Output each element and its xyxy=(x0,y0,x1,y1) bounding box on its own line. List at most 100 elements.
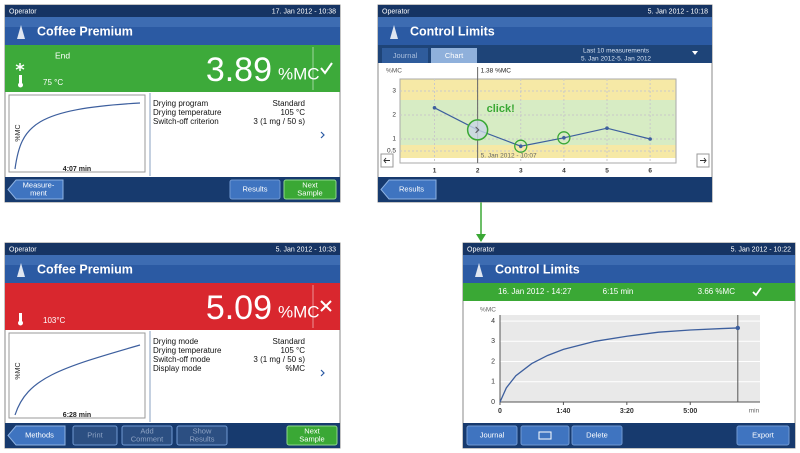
data-point[interactable] xyxy=(605,126,609,130)
result-band xyxy=(5,45,340,92)
button-label[interactable]: Results xyxy=(242,184,267,193)
button-label[interactable]: Measure- xyxy=(23,180,55,189)
title-bar-shine xyxy=(5,255,340,265)
check-icon xyxy=(752,287,762,297)
button[interactable] xyxy=(176,425,228,446)
operator-label: Operator xyxy=(9,246,37,253)
button[interactable] xyxy=(229,179,281,200)
button-label[interactable]: Next xyxy=(304,426,320,435)
summary-band xyxy=(463,283,795,301)
x-tick-label: 3 xyxy=(519,168,523,175)
operator-label: Operator xyxy=(382,8,410,15)
data-line xyxy=(499,327,738,403)
mini-chart-y-label: %MC xyxy=(15,124,22,141)
data-point[interactable] xyxy=(518,144,523,148)
y-tick-label: 1 xyxy=(392,136,396,143)
y-tick-label: 1 xyxy=(491,379,495,386)
screen: Operator 5. Jan 2012 - 10:33 Coffee Premiu… xyxy=(4,242,341,449)
button-label[interactable]: Comment xyxy=(131,434,164,443)
y-axis-label: %MC xyxy=(386,68,402,75)
button[interactable] xyxy=(286,425,338,446)
print-icon xyxy=(538,431,552,440)
detail-label: Switch-off criterion xyxy=(153,117,219,126)
button[interactable] xyxy=(466,425,518,446)
thermometer-icon xyxy=(19,313,22,322)
thermometer-bulb xyxy=(18,82,23,88)
y-tick-label: 2 xyxy=(491,358,495,365)
title-bar-shine xyxy=(463,255,795,265)
detail-value: 105 °C xyxy=(280,108,305,117)
datetime: 17. Jan 2012 - 10:38 xyxy=(272,8,336,15)
mini-chart-box xyxy=(8,94,146,173)
button[interactable] xyxy=(7,179,64,200)
data-point[interactable] xyxy=(562,136,566,140)
result-band xyxy=(5,283,340,330)
status-text: End xyxy=(55,50,70,60)
button-label[interactable]: Sample xyxy=(299,434,324,443)
selected-point-ring[interactable] xyxy=(466,119,489,141)
result-value: 3.89 xyxy=(206,51,272,89)
button-label[interactable]: Delete xyxy=(586,430,608,439)
detail-value: 105 °C xyxy=(280,346,305,355)
mini-chart-box xyxy=(8,332,146,419)
button-label[interactable]: ment xyxy=(30,188,48,197)
button[interactable] xyxy=(121,425,173,446)
scroll-left-icon xyxy=(383,157,390,164)
button[interactable] xyxy=(736,425,790,446)
button-label[interactable]: Export xyxy=(752,430,775,439)
x-axis-unit: min xyxy=(749,408,760,415)
band-ok xyxy=(400,100,676,145)
plot-bg xyxy=(500,315,760,402)
detail-value: Standard xyxy=(273,337,305,346)
tab-strip xyxy=(378,45,712,63)
button-label[interactable]: Print xyxy=(87,430,103,439)
detail-value: 3 (1 mg / 50 s) xyxy=(253,117,305,126)
screen-title: Control Limits xyxy=(410,24,495,38)
button[interactable] xyxy=(283,179,337,200)
mini-chart-y-label: %MC xyxy=(15,362,22,379)
button[interactable] xyxy=(571,425,623,446)
button[interactable] xyxy=(7,425,66,446)
data-point[interactable] xyxy=(432,106,437,110)
button-label[interactable]: Journal xyxy=(480,430,505,439)
tab[interactable] xyxy=(382,48,428,63)
detail-label: Switch-off mode xyxy=(153,355,211,364)
status-header xyxy=(5,5,340,17)
mini-chart-curve xyxy=(14,344,141,416)
datetime: 5. Jan 2012 - 10:33 xyxy=(276,246,336,253)
dropdown-icon[interactable] xyxy=(692,51,698,55)
x-tick-label: 6 xyxy=(648,168,652,175)
y-tick-label: 2 xyxy=(392,112,396,119)
title-bar-shine xyxy=(5,17,340,27)
data-point[interactable] xyxy=(648,137,652,141)
status-header xyxy=(463,243,795,255)
y-tick-label: 0.5 xyxy=(387,148,396,155)
end-point xyxy=(735,325,741,331)
datetime: 5. Jan 2012 - 10:22 xyxy=(731,246,791,253)
button-label[interactable]: Add xyxy=(140,426,153,435)
tab-label[interactable]: Chart xyxy=(445,51,464,60)
tab-label[interactable]: Journal xyxy=(393,51,418,60)
button-label[interactable]: Sample xyxy=(297,188,322,197)
button-label[interactable]: Show xyxy=(193,426,212,435)
button[interactable] xyxy=(380,179,437,200)
operator-label: Operator xyxy=(9,8,37,15)
screen: Operator 5. Jan 2012 - 10:18 Control Limit… xyxy=(377,4,713,203)
y-tick-label: 3 xyxy=(491,338,495,345)
result-unit: %MC xyxy=(278,64,320,83)
button-label[interactable]: Results xyxy=(399,184,424,193)
print-button[interactable] xyxy=(520,425,570,446)
detail-value: %MC xyxy=(285,364,305,373)
more-chevron[interactable] xyxy=(320,131,325,139)
x-tick-label: 1 xyxy=(433,168,437,175)
more-chevron[interactable] xyxy=(320,369,325,377)
cursor-date: 5. Jan 2012 - 10:07 xyxy=(481,153,537,160)
screen-title: Control Limits xyxy=(495,262,580,276)
tab-active[interactable] xyxy=(431,48,477,63)
button-label[interactable]: Next xyxy=(302,180,318,189)
button-label[interactable]: Results xyxy=(189,434,214,443)
button[interactable] xyxy=(72,425,118,446)
screen: Operator 17. Jan 2012 - 10:38 Coffee Premi… xyxy=(4,4,341,203)
button-label[interactable]: Methods xyxy=(25,430,54,439)
thermometer-icon xyxy=(19,75,22,84)
